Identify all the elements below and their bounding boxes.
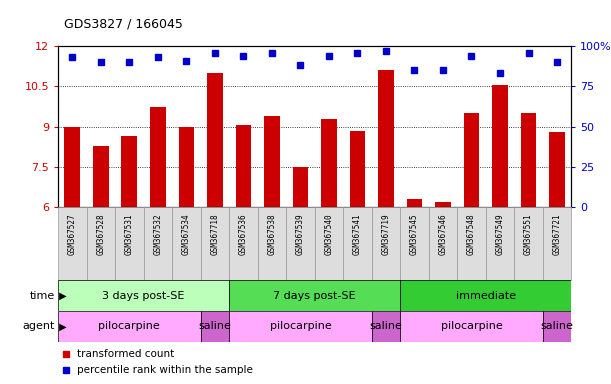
Bar [543,311,571,342]
Text: GSM367549: GSM367549 [496,213,505,255]
Text: GSM367528: GSM367528 [97,213,105,255]
Bar [58,207,87,280]
Bar [207,73,223,207]
Bar [371,207,400,280]
Text: transformed count: transformed count [76,349,174,359]
Bar [178,127,194,207]
Bar [400,311,543,342]
Bar [321,119,337,207]
Text: ▶: ▶ [56,291,66,301]
Text: GSM367719: GSM367719 [381,213,390,255]
Text: GSM367527: GSM367527 [68,213,77,255]
Bar [150,107,166,207]
Text: GSM367540: GSM367540 [324,213,334,255]
Bar [457,207,486,280]
Text: pilocarpine: pilocarpine [269,321,331,331]
Bar [200,311,229,342]
Bar [435,202,451,207]
Bar [543,207,571,280]
Bar [115,207,144,280]
Bar [58,280,229,311]
Bar [258,207,286,280]
Bar [293,167,309,207]
Bar [87,207,115,280]
Text: percentile rank within the sample: percentile rank within the sample [76,365,252,375]
Text: saline: saline [541,321,574,331]
Text: GSM367536: GSM367536 [239,213,248,255]
Text: pilocarpine: pilocarpine [441,321,502,331]
Text: GSM367534: GSM367534 [182,213,191,255]
Text: 7 days post-SE: 7 days post-SE [273,291,356,301]
Text: saline: saline [199,321,232,331]
Text: GSM367538: GSM367538 [268,213,276,255]
Bar [349,131,365,207]
Bar [236,125,251,207]
Text: agent: agent [23,321,55,331]
Text: immediate: immediate [456,291,516,301]
Bar [492,85,508,207]
Bar [172,207,200,280]
Text: GSM367551: GSM367551 [524,213,533,255]
Bar [464,113,480,207]
Bar [286,207,315,280]
Text: GSM367721: GSM367721 [552,213,562,255]
Bar [229,207,258,280]
Text: GSM367718: GSM367718 [210,213,219,255]
Text: ▶: ▶ [56,321,66,331]
Bar [514,207,543,280]
Bar [200,207,229,280]
Bar [521,113,536,207]
Text: GSM367546: GSM367546 [439,213,447,255]
Bar [93,146,109,207]
Bar [315,207,343,280]
Bar [122,136,137,207]
Bar [486,207,514,280]
Text: GSM367539: GSM367539 [296,213,305,255]
Text: 3 days post-SE: 3 days post-SE [103,291,185,301]
Bar [407,199,422,207]
Bar [429,207,457,280]
Bar [400,207,429,280]
Bar [400,280,571,311]
Bar [65,127,80,207]
Text: GDS3827 / 166045: GDS3827 / 166045 [64,18,183,31]
Bar [229,280,400,311]
Text: GSM367548: GSM367548 [467,213,476,255]
Bar [549,132,565,207]
Bar [58,311,200,342]
Bar [378,70,394,207]
Text: GSM367531: GSM367531 [125,213,134,255]
Bar [371,311,400,342]
Text: GSM367541: GSM367541 [353,213,362,255]
Text: pilocarpine: pilocarpine [98,321,160,331]
Text: time: time [30,291,55,301]
Bar [229,311,371,342]
Text: GSM367545: GSM367545 [410,213,419,255]
Bar [144,207,172,280]
Bar [264,116,280,207]
Text: GSM367532: GSM367532 [153,213,163,255]
Text: saline: saline [370,321,403,331]
Bar [343,207,371,280]
